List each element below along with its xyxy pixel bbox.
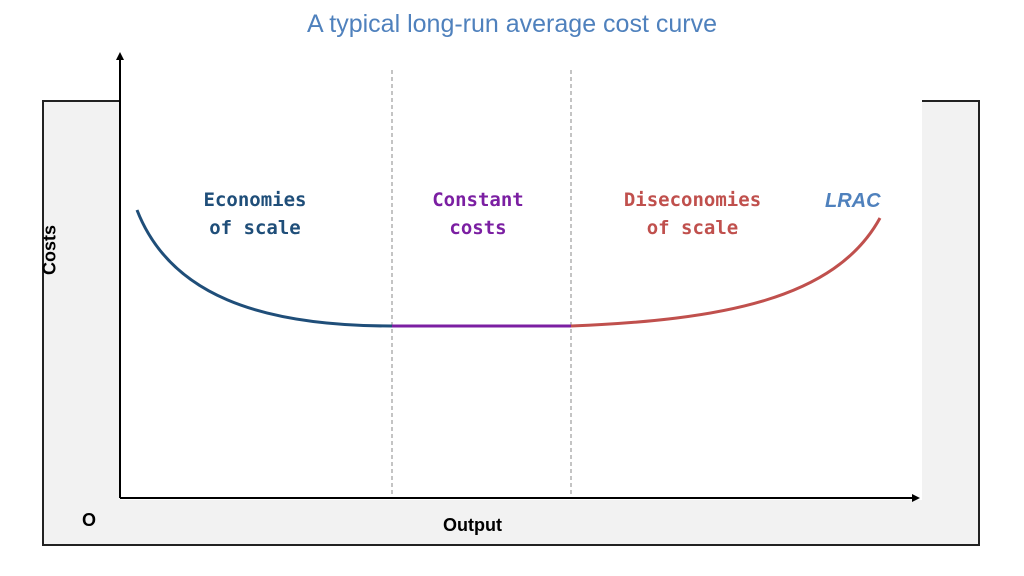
y-axis-label: Costs <box>39 224 60 276</box>
constant-costs-label: Constant costs <box>408 186 548 242</box>
diseconomies-label-line1: Diseconomies <box>623 189 762 211</box>
lrac-label: LRAC <box>825 190 881 212</box>
economies-label-line2: of scale <box>209 217 301 239</box>
origin-label: O <box>82 510 97 530</box>
economies-of-scale-label: Economies of scale <box>175 186 335 242</box>
diseconomies-label-line2: of scale <box>646 217 739 239</box>
diseconomies-of-scale-label: Diseconomies of scale <box>605 186 780 242</box>
plot-area <box>120 55 922 500</box>
economies-label-line1: Economies <box>203 189 307 211</box>
lrac-economies-segment <box>135 209 393 328</box>
constant-label-line1: Constant <box>432 189 524 211</box>
constant-label-line2: costs <box>449 217 507 239</box>
slide-title: A typical long-run average cost curve <box>307 10 717 38</box>
lrac-diseconomies-segment <box>570 217 882 328</box>
x-axis-label: Output <box>443 515 502 535</box>
